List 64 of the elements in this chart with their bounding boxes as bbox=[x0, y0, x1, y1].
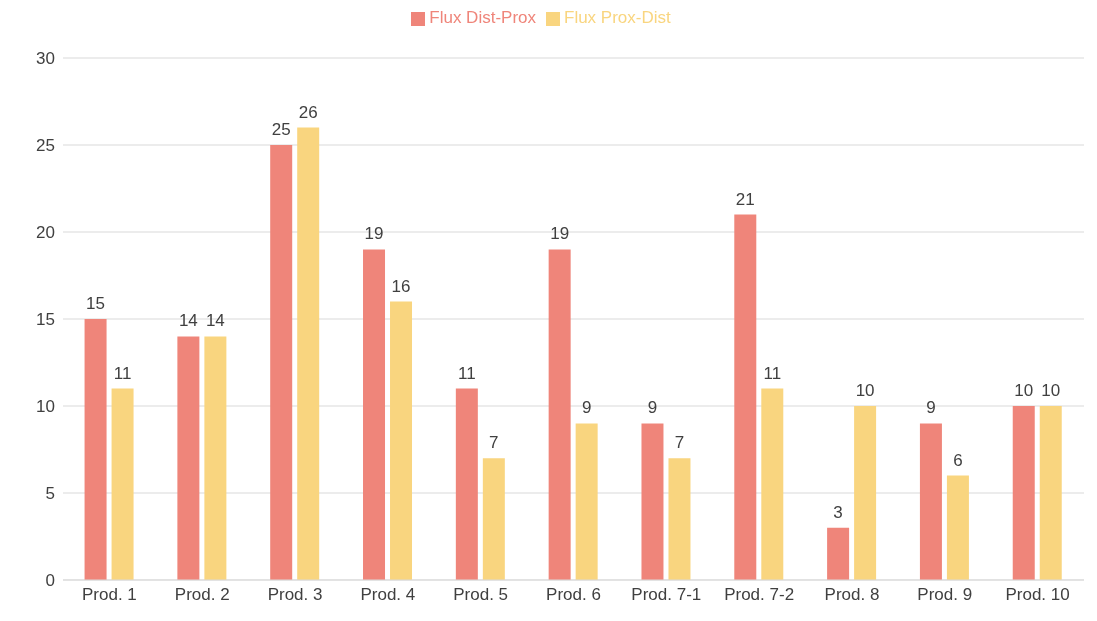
bar bbox=[455, 388, 478, 580]
data-label: 14 bbox=[205, 311, 225, 331]
data-label: 19 bbox=[364, 224, 384, 244]
y-tick-label: 25 bbox=[36, 136, 55, 156]
x-tick-label: Prod. 8 bbox=[824, 585, 880, 605]
data-label: 11 bbox=[458, 363, 476, 383]
bar bbox=[84, 319, 107, 580]
bar bbox=[177, 336, 200, 580]
x-tick-label: Prod. 7-2 bbox=[724, 585, 795, 605]
data-label: 14 bbox=[178, 311, 198, 331]
x-tick-label: Prod. 10 bbox=[1005, 585, 1070, 605]
y-tick-label: 10 bbox=[36, 397, 55, 417]
data-label: 7 bbox=[489, 433, 499, 453]
bar bbox=[204, 336, 227, 580]
data-label: 15 bbox=[86, 294, 106, 313]
data-label: 7 bbox=[674, 433, 685, 453]
y-tick-label: 30 bbox=[36, 49, 55, 69]
data-label: 19 bbox=[550, 224, 570, 244]
data-label: 26 bbox=[298, 102, 318, 122]
x-tick-label: Prod. 2 bbox=[174, 585, 230, 605]
y-tick-label: 0 bbox=[45, 571, 55, 591]
bar bbox=[297, 127, 320, 580]
x-tick-label: Prod. 9 bbox=[917, 585, 973, 605]
x-tick-label: Prod. 7-1 bbox=[631, 585, 702, 605]
x-tick-label: Prod. 5 bbox=[453, 585, 509, 605]
bar bbox=[668, 458, 691, 580]
data-label: 9 bbox=[647, 398, 658, 418]
bar bbox=[575, 423, 598, 580]
legend-label: Flux Dist-Prox bbox=[429, 8, 536, 27]
data-label: 11 bbox=[113, 363, 132, 383]
bar bbox=[946, 475, 969, 580]
data-label: 10 bbox=[1014, 381, 1034, 400]
data-label: 6 bbox=[953, 450, 963, 470]
data-label: 11 bbox=[763, 363, 782, 383]
bar bbox=[390, 301, 413, 580]
bar bbox=[111, 388, 134, 580]
x-tick-label: Prod. 1 bbox=[82, 585, 137, 605]
legend-label: Flux Prox-Dist bbox=[564, 8, 671, 27]
bar bbox=[734, 214, 757, 580]
bar bbox=[1039, 406, 1062, 580]
bar bbox=[1012, 406, 1035, 580]
x-tick-label: Prod. 3 bbox=[267, 585, 323, 605]
bar bbox=[363, 249, 386, 580]
bar bbox=[827, 527, 850, 580]
data-label: 16 bbox=[391, 276, 411, 296]
bar bbox=[482, 458, 505, 580]
y-tick-label: 5 bbox=[45, 484, 55, 504]
data-label: 25 bbox=[271, 120, 291, 139]
data-label: 10 bbox=[1041, 381, 1061, 400]
bar bbox=[548, 249, 571, 580]
bar bbox=[854, 406, 877, 580]
data-label: 10 bbox=[855, 381, 875, 400]
data-label: 9 bbox=[926, 398, 936, 418]
bar bbox=[641, 423, 664, 580]
x-tick-label: Prod. 6 bbox=[546, 585, 601, 605]
bar bbox=[919, 423, 942, 580]
data-label: 9 bbox=[581, 398, 592, 418]
bar bbox=[761, 388, 784, 580]
x-tick-label: Prod. 4 bbox=[360, 585, 416, 605]
data-label: 21 bbox=[735, 189, 755, 209]
bar bbox=[270, 145, 293, 580]
data-label: 3 bbox=[833, 502, 843, 522]
y-tick-label: 15 bbox=[36, 310, 55, 330]
y-tick-label: 20 bbox=[36, 223, 55, 243]
